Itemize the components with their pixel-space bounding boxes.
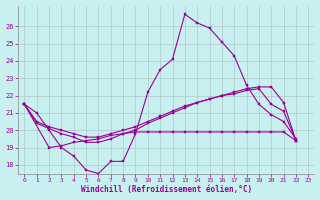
X-axis label: Windchill (Refroidissement éolien,°C): Windchill (Refroidissement éolien,°C) xyxy=(81,185,252,194)
